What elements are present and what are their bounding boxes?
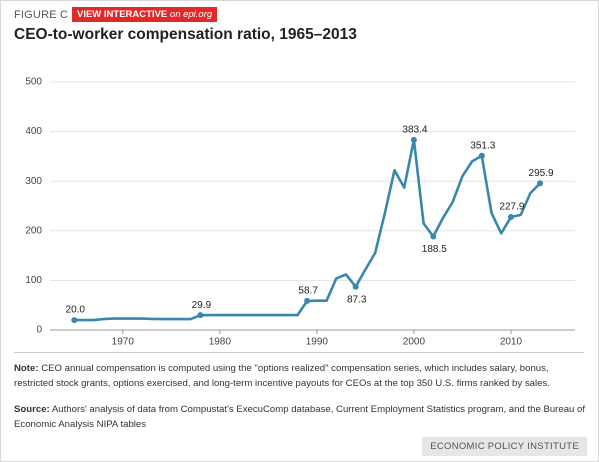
y-tick-label: 300 [25,176,42,187]
y-tick-label: 200 [25,225,42,236]
figure-label: FIGURE C [14,9,69,21]
data-label: 295.9 [529,168,554,179]
footer: ECONOMIC POLICY INSTITUTE [422,437,587,456]
x-tick-label: 2000 [403,337,426,348]
data-label: 351.3 [470,140,495,151]
interactive-badge[interactable]: VIEW INTERACTIVE on epi.org [72,7,218,22]
x-tick-label: 1970 [112,337,135,348]
data-label: 227.9 [499,202,524,213]
x-tick-label: 1980 [209,337,232,348]
y-tick-label: 400 [25,126,42,137]
data-label: 58.7 [298,286,318,297]
point-marker [537,180,544,187]
badge-text[interactable]: VIEW INTERACTIVE [77,9,168,20]
data-label: 383.4 [402,124,427,135]
chart: 0 100 200 300 400 500 1970 1980 1990 2000 2010 20.0… [25,77,575,348]
point-marker [410,136,417,143]
x-tick-label: 1990 [306,337,329,348]
separator [14,352,584,353]
point-marker [197,312,204,319]
y-tick-label: 100 [25,275,42,286]
chart-title: CEO-to-worker compensation ratio, 1965–2… [14,26,357,43]
y-tick-label: 500 [25,77,42,88]
data-label: 188.5 [422,244,447,255]
point-marker [71,317,78,324]
y-tick-label: 0 [36,325,42,336]
data-label: 20.0 [66,305,86,316]
source: Source: Authors' analysis of data from C… [14,402,586,432]
data-label: 29.9 [192,300,212,311]
point-marker [304,297,311,304]
point-marker [430,233,437,240]
x-tick-label: 2010 [500,337,523,348]
source-label: Source: [14,404,50,415]
point-marker [478,152,485,159]
point-marker [507,213,514,220]
note-label: Note: [14,363,39,374]
badge-link[interactable]: on epi.org [169,9,213,20]
note-text: CEO annual compensation is computed usin… [14,363,550,389]
note: Note: CEO annual compensation is compute… [14,361,586,391]
point-marker [352,283,359,290]
source-text: Authors' analysis of data from Compustat… [14,404,586,430]
data-label: 87.3 [347,294,367,305]
